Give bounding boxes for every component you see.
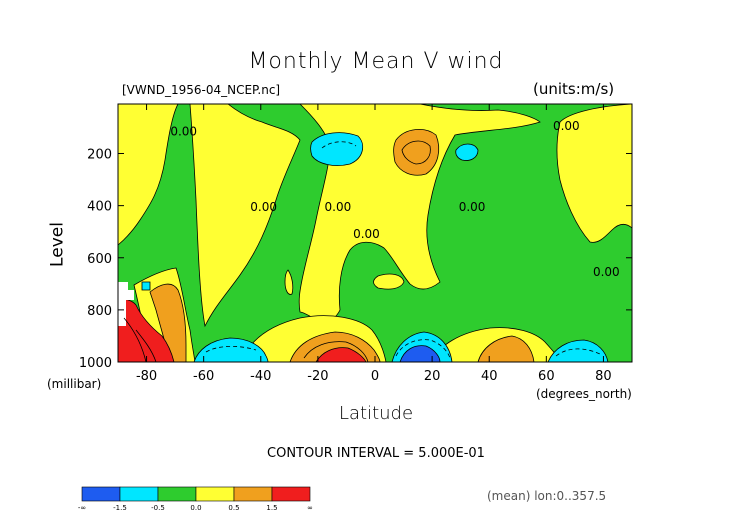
yellow-region-left-top (118, 104, 179, 246)
x-tick-label: 60 (538, 369, 555, 384)
y-axis-ticks: 200 400 600 800 1000 (79, 148, 632, 371)
colorbar-label: 1.5 (266, 504, 277, 512)
x-axis-ticks: -80 -60 -40 -20 0 20 40 60 80 (136, 104, 612, 384)
yellow-region-right (556, 104, 632, 243)
mean-note: (mean) lon:0..357.5 (487, 489, 607, 503)
masked-terrain-area (118, 282, 134, 326)
red-region-bottom-mid (315, 347, 367, 362)
blue-region-bottom-center (399, 345, 441, 362)
dashed-contour-bottom-left (205, 346, 257, 353)
dashed-contour-top (321, 141, 357, 149)
colorbar-label: 0.0 (190, 504, 201, 512)
orange-region-top-center (393, 129, 440, 176)
colorbar-swatch (157, 486, 197, 502)
orange-region-bottom-right (477, 335, 535, 362)
cyan-region-bottom-left (193, 337, 269, 362)
contour-label: 0.00 (593, 265, 620, 279)
x-tick-label: -40 (250, 369, 271, 384)
yellow-region-center (298, 104, 541, 323)
y-tick-label: 200 (87, 148, 112, 163)
colorbar-label: -1.5 (113, 504, 127, 512)
colorbar: -∞ -1.5 -0.5 0.0 0.5 1.5 ∞ (78, 486, 313, 512)
contour-interval-note: CONTOUR INTERVAL = 5.000E-01 (267, 446, 485, 461)
x-tick-label: 20 (424, 369, 441, 384)
chart-title: Monthly Mean V wind (248, 49, 504, 74)
solid-contour-orange-mid (303, 341, 369, 362)
solid-contour-red-left-1 (135, 329, 157, 362)
x-tick-label: 80 (595, 369, 612, 384)
cyan-region-top (310, 132, 364, 166)
x-axis-unit: (degrees_north) (536, 387, 632, 401)
colorbar-swatch (119, 486, 159, 502)
colorbar-swatch (81, 486, 121, 502)
cyan-region-left-small (141, 281, 151, 291)
contour-label: 0.00 (170, 124, 197, 138)
colorbar-label: ∞ (307, 504, 313, 512)
x-tick-label: -60 (193, 369, 214, 384)
colorbar-swatch (195, 486, 235, 502)
yellow-region-left-column (189, 104, 301, 328)
x-tick-label: -80 (136, 369, 157, 384)
x-tick-label: 0 (371, 369, 379, 384)
solid-contour-orange-top (401, 140, 431, 165)
yellow-region-center-right-patch (373, 273, 405, 290)
y-tick-label: 800 (87, 304, 112, 319)
solid-contour-red-left-2 (123, 317, 147, 362)
contour-label: 0.00 (250, 200, 277, 214)
contour-fill-layer (118, 104, 632, 362)
colorbar-swatch (233, 486, 273, 502)
dashed-contour-bottom-right (555, 348, 601, 357)
x-tick-label: 40 (481, 369, 498, 384)
cyan-region-top-right (455, 143, 479, 161)
file-label: [VWND_1956-04_NCEP.nc] (122, 83, 281, 97)
colorbar-swatch (271, 486, 311, 502)
yellow-region-mid-left-patch (284, 269, 294, 295)
x-tick-label: -20 (307, 369, 328, 384)
contour-label: 0.00 (353, 227, 380, 241)
units-label: (units:m/s) (533, 80, 615, 98)
y-tick-label: 400 (87, 200, 112, 215)
y-axis-unit: (millibar) (47, 377, 102, 391)
contour-labels: 0.00 0.000.00 0.000.000.000.00 (170, 119, 619, 279)
contour-label: 0.00 (459, 200, 486, 214)
y-tick-label: 600 (87, 252, 112, 267)
colorbar-label: 0.5 (228, 504, 239, 512)
contour-label: 0.00 (325, 200, 352, 214)
colorbar-label: -0.5 (151, 504, 165, 512)
x-axis-label: Latitude (338, 403, 414, 424)
contour-label: 0.00 (553, 119, 580, 133)
cyan-region-bottom-right (547, 339, 609, 362)
colorbar-label: -∞ (78, 504, 86, 512)
y-tick-label: 1000 (79, 356, 112, 371)
